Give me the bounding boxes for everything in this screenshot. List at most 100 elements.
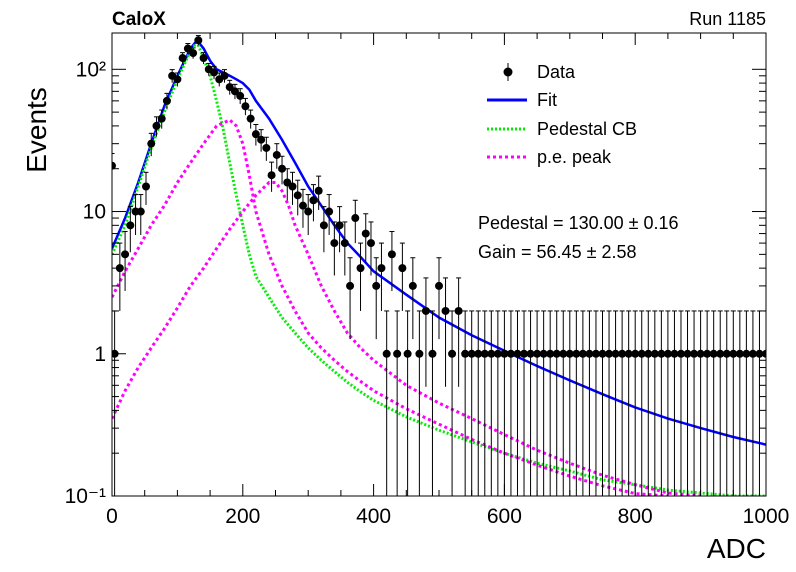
data-point (398, 264, 407, 273)
data-point (618, 349, 627, 358)
data-point (729, 349, 738, 358)
data-point (722, 349, 731, 358)
data-point (340, 239, 349, 248)
data-point (454, 306, 463, 315)
legend-label-pedestal: Pedestal CB (537, 119, 637, 139)
data-point (421, 306, 430, 315)
data-point (387, 250, 396, 259)
data-point (657, 349, 666, 358)
y-axis-title: Events (21, 87, 52, 173)
y-tick-label: 10 (83, 201, 106, 224)
data-point (377, 264, 386, 273)
data-point (605, 349, 614, 358)
series-layer (112, 35, 766, 496)
data-point (314, 186, 323, 195)
data-point (304, 207, 313, 216)
data-point (157, 114, 166, 123)
data-point (351, 214, 360, 223)
data-point (559, 349, 568, 358)
data-point (241, 102, 250, 111)
data-point (262, 143, 271, 152)
legend-label-fit: Fit (537, 90, 557, 110)
gain-annotation: Gain = 56.45 ± 2.58 (478, 242, 637, 262)
legend-entry-pe: p.e. peak (487, 147, 612, 167)
data-point (552, 349, 561, 358)
legend-entry-data: Data (503, 62, 576, 82)
data-point (319, 221, 328, 230)
data-point (121, 250, 130, 259)
data-point (703, 349, 712, 358)
legend: Data Fit Pedestal CB p.e. peak (487, 62, 637, 167)
data-point (428, 349, 437, 358)
data-point (278, 164, 287, 173)
data-point (683, 349, 692, 358)
data-point (598, 349, 607, 358)
data-point (199, 54, 208, 63)
data-point (546, 349, 555, 358)
data-point (435, 281, 443, 290)
data-point (382, 349, 391, 358)
axis-ticks (111, 33, 767, 497)
data-point (565, 349, 574, 358)
data-point (696, 349, 705, 358)
x-tick-label: 0 (106, 505, 118, 528)
data-point (670, 349, 679, 358)
data-point (493, 349, 502, 358)
data-point (173, 75, 182, 84)
x-tick-label: 600 (487, 505, 522, 528)
x-tick-label: 200 (225, 505, 260, 528)
data-point (448, 349, 457, 358)
data-point (572, 349, 581, 358)
y-tick-label: 1 (94, 343, 106, 366)
data-point (539, 349, 548, 358)
data-point (513, 349, 522, 358)
legend-entry-fit: Fit (487, 90, 557, 110)
data-point (183, 44, 192, 53)
data-point (742, 349, 751, 358)
pedestal-annotation: Pedestal = 130.00 ± 0.16 (478, 213, 679, 233)
data-point (506, 349, 515, 358)
data-point (467, 349, 476, 358)
data-point (709, 349, 718, 358)
x-tick-label: 400 (356, 505, 391, 528)
data-point (293, 191, 302, 200)
data-point (126, 221, 135, 230)
data-point (112, 161, 116, 170)
data-point (272, 150, 281, 159)
data-point (644, 349, 653, 358)
data-point (441, 306, 450, 315)
data-point (637, 349, 646, 358)
y-tick-label: 10² (76, 58, 106, 81)
data-point (361, 229, 370, 238)
data-point (251, 130, 260, 139)
x-tick-label: 1000 (743, 505, 790, 528)
data-point (578, 349, 587, 358)
data-point (335, 221, 344, 230)
data-point (346, 281, 355, 290)
data-point (520, 349, 529, 358)
x-tick-label: 800 (618, 505, 653, 528)
data-point (298, 201, 307, 210)
data-point (650, 349, 659, 358)
data-point (115, 264, 124, 273)
data-point (690, 349, 699, 358)
data-point (735, 349, 744, 358)
data-point (189, 49, 198, 58)
data-point (716, 349, 725, 358)
series-line (112, 181, 701, 496)
data-point (585, 349, 594, 358)
legend-label-data: Data (537, 62, 576, 82)
data-point (162, 96, 171, 105)
data-point (500, 349, 509, 358)
data-point (220, 71, 229, 80)
data-point (257, 135, 266, 144)
data-point (230, 87, 239, 96)
data-point (533, 349, 542, 358)
data-point (236, 91, 245, 100)
plot-area (112, 35, 766, 496)
data-point (136, 207, 145, 216)
data-point (408, 281, 417, 290)
x-axis-title: ADC (707, 533, 766, 564)
data-point (591, 349, 600, 358)
